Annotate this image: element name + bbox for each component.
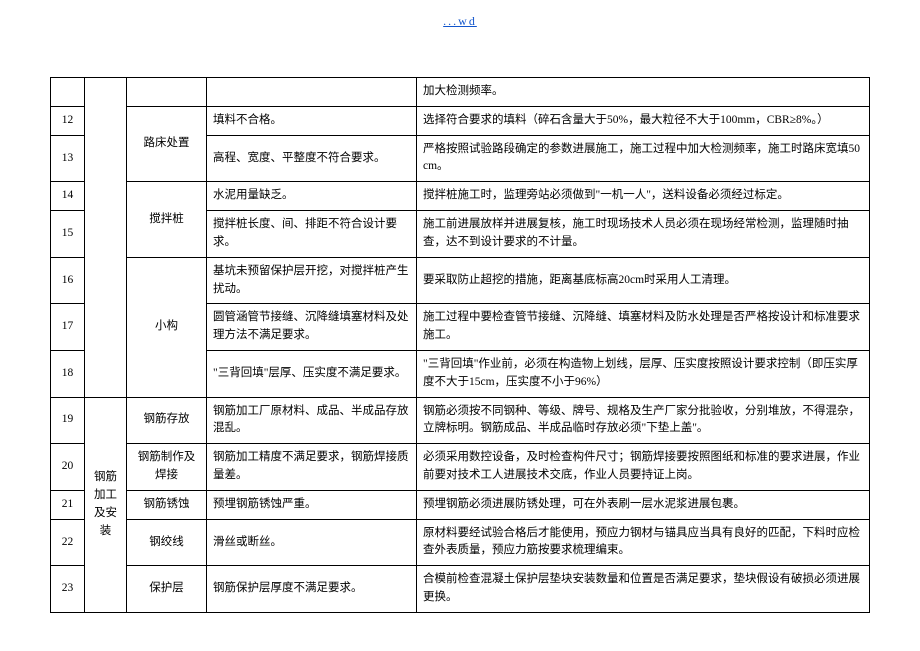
cell-cat2: 钢筋存放 [127,397,207,444]
table-row: 23 保护层 钢筋保护层厚度不满足要求。 合模前检查混凝土保护层垫块安装数量和位… [51,566,870,613]
cell-issue: 圆管涵管节接缝、沉降缝填塞材料及处理方法不满足要求。 [207,304,417,351]
cell-issue: 钢筋保护层厚度不满足要求。 [207,566,417,613]
cell-issue: 滑丝或断丝。 [207,519,417,566]
cell-desc: 加大检测频率。 [417,78,870,107]
cell-idx: 22 [51,519,85,566]
cell-idx: 19 [51,397,85,444]
table-row: 12 路床处置 填料不合格。 选择符合要求的填料（碎石含量大于50%，最大粒径不… [51,106,870,135]
cell-desc: 钢筋必须按不同钢种、等级、牌号、规格及生产厂家分批验收，分别堆放，不得混杂，立牌… [417,397,870,444]
cell-desc: 原材料要经试验合格后才能使用，预应力钢材与锚具应当具有良好的匹配，下料时应检查外… [417,519,870,566]
cell-desc: 合模前检查混凝土保护层垫块安装数量和位置是否满足要求，垫块假设有破损必须进展更换… [417,566,870,613]
table-row: 16 小构 基坑未预留保护层开挖，对搅拌桩产生扰动。 要采取防止超挖的措施，距离… [51,257,870,304]
cell-desc: "三背回填"作业前，必须在构造物上划线，层厚、压实度按照设计要求控制（即压实厚度… [417,350,870,397]
header-link: ...wd [0,0,920,37]
cell-issue: "三背回填"层厚、压实度不满足要求。 [207,350,417,397]
cell-idx: 23 [51,566,85,613]
cell-cat2: 钢筋制作及焊接 [127,444,207,491]
table-row: 19 钢筋加工及安装 钢筋存放 钢筋加工厂原材料、成品、半成品存放混乱。 钢筋必… [51,397,870,444]
construction-issues-table: 加大检测频率。 12 路床处置 填料不合格。 选择符合要求的填料（碎石含量大于5… [50,77,870,613]
cell-cat2: 搅拌桩 [127,182,207,257]
table-row: 加大检测频率。 [51,78,870,107]
cell-idx: 16 [51,257,85,304]
cell-cat1: 钢筋加工及安装 [85,397,127,612]
cell-cat2: 保护层 [127,566,207,613]
cell-desc: 搅拌桩施工时，监理旁站必须做到"一机一人"，送料设备必须经过标定。 [417,182,870,211]
table-row: 20 钢筋制作及焊接 钢筋加工精度不满足要求，钢筋焊接质量差。 必须采用数控设备… [51,444,870,491]
cell-desc: 施工过程中要检查管节接缝、沉降缝、填塞材料及防水处理是否严格按设计和标准要求施工… [417,304,870,351]
cell-issue: 填料不合格。 [207,106,417,135]
cell-desc: 选择符合要求的填料（碎石含量大于50%，最大粒径不大于100mm，CBR≥8%。… [417,106,870,135]
cell-idx: 18 [51,350,85,397]
cell-issue: 钢筋加工厂原材料、成品、半成品存放混乱。 [207,397,417,444]
cell-idx: 13 [51,135,85,182]
cell-desc: 必须采用数控设备，及时检查构件尺寸；钢筋焊接要按照图纸和标准的要求进展，作业前要… [417,444,870,491]
cell-issue: 高程、宽度、平整度不符合要求。 [207,135,417,182]
cell-idx: 20 [51,444,85,491]
cell-desc: 要采取防止超挖的措施，距离基底标高20cm时采用人工清理。 [417,257,870,304]
cell-cat2: 钢绞线 [127,519,207,566]
cell-issue: 搅拌桩长度、间、排距不符合设计要求。 [207,211,417,258]
cell-issue [207,78,417,107]
cell-desc: 施工前进展放样并进展复核，施工时现场技术人员必须在现场经常检测，监理随时抽查，达… [417,211,870,258]
cell-issue: 钢筋加工精度不满足要求，钢筋焊接质量差。 [207,444,417,491]
cell-cat2: 路床处置 [127,106,207,181]
cell-idx: 15 [51,211,85,258]
cell-idx: 12 [51,106,85,135]
table-row: 14 搅拌桩 水泥用量缺乏。 搅拌桩施工时，监理旁站必须做到"一机一人"，送料设… [51,182,870,211]
cell-idx: 14 [51,182,85,211]
table-row: 22 钢绞线 滑丝或断丝。 原材料要经试验合格后才能使用，预应力钢材与锚具应当具… [51,519,870,566]
cell-cat2 [127,78,207,107]
cell-issue: 基坑未预留保护层开挖，对搅拌桩产生扰动。 [207,257,417,304]
cell-desc: 预埋钢筋必须进展防锈处理，可在外表刷一层水泥浆进展包裹。 [417,490,870,519]
table-row: 21 钢筋锈蚀 预埋钢筋锈蚀严重。 预埋钢筋必须进展防锈处理，可在外表刷一层水泥… [51,490,870,519]
cell-desc: 严格按照试验路段确定的参数进展施工，施工过程中加大检测频率，施工时路床宽填50c… [417,135,870,182]
cell-issue: 水泥用量缺乏。 [207,182,417,211]
cell-cat2: 小构 [127,257,207,397]
wd-link[interactable]: ...wd [443,14,477,28]
cell-idx [51,78,85,107]
page-container: 加大检测频率。 12 路床处置 填料不合格。 选择符合要求的填料（碎石含量大于5… [50,77,870,613]
cell-cat2: 钢筋锈蚀 [127,490,207,519]
cell-cat1-blank [85,78,127,398]
cell-issue: 预埋钢筋锈蚀严重。 [207,490,417,519]
cell-idx: 17 [51,304,85,351]
cell-idx: 21 [51,490,85,519]
